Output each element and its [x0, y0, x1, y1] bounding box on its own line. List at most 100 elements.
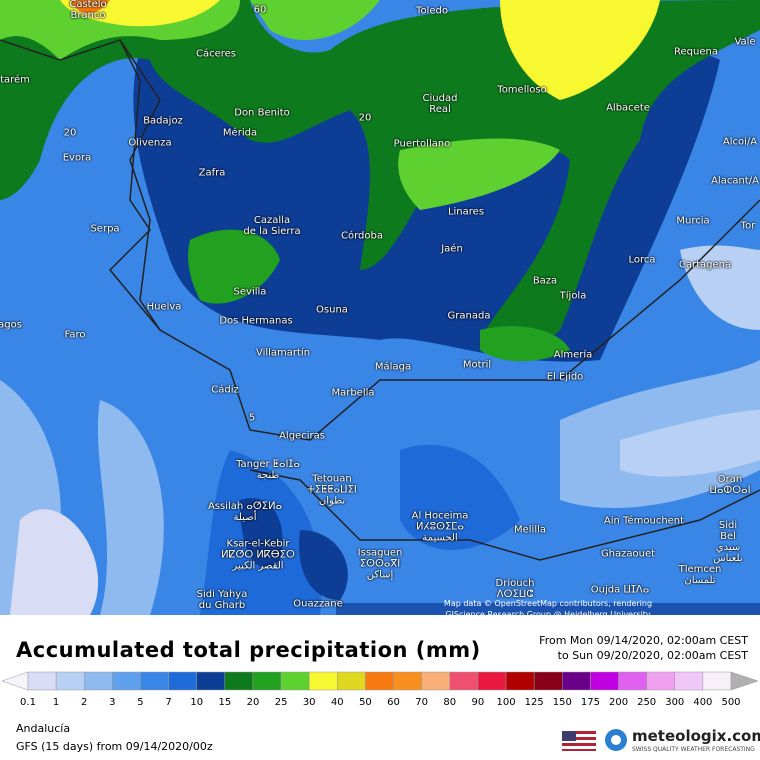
color-swatch: [168, 671, 197, 691]
place-label: Toledo: [416, 5, 448, 17]
scale-tick-label: 70: [415, 697, 429, 708]
logo-icon: [605, 729, 627, 751]
map-credit: Map data © OpenStreetMap contributors, r…: [443, 599, 653, 619]
place-label: Tomelloso: [497, 84, 547, 96]
place-label: Ksar-el-Kebir ⵍⵇⵚⵔ ⵍⴽⴱⵉⵔ القصر الكبير: [221, 538, 295, 572]
place-label: Cazalla de la Sierra: [243, 215, 301, 237]
place-label: Zafra: [198, 167, 226, 179]
place-label: Al Hoceima ⵍⵃⵓⵙⵉⵎⴰ الحسيمة: [411, 510, 469, 544]
place-label: Vale: [734, 36, 756, 48]
scale-tick-label: 15: [218, 697, 232, 708]
place-label: Ain Témouchent: [603, 515, 685, 527]
place-label: Driouch ⴷⵔⵉⵡⵛ: [495, 578, 535, 600]
tagline: SWISS QUALITY WEATHER FORECASTING: [632, 746, 755, 753]
place-label: Jaén: [441, 243, 463, 255]
place-label: Huelva: [146, 301, 182, 313]
legend-title: Accumulated total precipitation (mm): [16, 638, 481, 662]
color-swatch: [393, 671, 422, 691]
place-label: Tíjola: [559, 290, 587, 302]
place-label: Faro: [64, 329, 86, 341]
place-label: tarém: [0, 74, 30, 86]
color-swatch: [618, 671, 647, 691]
place-label: Oran ⵡⴰⵀⵔⴰⵏ: [709, 474, 751, 496]
place-label: Cartagena: [678, 259, 732, 271]
color-swatch: [477, 671, 507, 691]
place-label: Lorca: [628, 254, 656, 266]
color-swatch: [140, 671, 169, 691]
color-swatch: [646, 671, 676, 691]
brand: meteologix.com: [632, 727, 760, 745]
place-label: 60: [253, 4, 267, 16]
place-label: Villamartín: [255, 347, 311, 359]
color-swatch: [702, 671, 732, 691]
place-label: Assilah ⴰⵚⵉⵍⴰ أصيلة: [207, 501, 283, 523]
place-label: Almería: [553, 349, 593, 361]
scale-tick-label: 300: [665, 697, 685, 708]
scale-tick-label: 20: [246, 697, 260, 708]
color-swatch: [1, 671, 29, 691]
color-swatch: [252, 671, 282, 691]
place-label: Oujda ⵡⵊⴷⴰ: [590, 584, 650, 596]
place-label: Osuna: [316, 304, 348, 316]
place-label: Tlemcen تلمسان: [678, 564, 722, 586]
color-swatch: [337, 671, 366, 691]
color-swatch: [449, 671, 479, 691]
scale-tick-label: 80: [443, 697, 457, 708]
color-swatch: [196, 671, 226, 691]
place-label: Murcia: [676, 215, 710, 227]
scale-tick-label: 150: [552, 697, 572, 708]
place-label: Motril: [462, 359, 492, 371]
scale-tick-label: 2: [81, 697, 88, 708]
place-label: Alacant/A: [711, 175, 759, 187]
scale-tick-label: 5: [137, 697, 144, 708]
color-swatch: [55, 671, 85, 691]
scale-tick-label: 125: [524, 697, 544, 708]
scale-tick-label: 30: [302, 697, 316, 708]
scale-tick-label: 175: [580, 697, 600, 708]
model-run: GFS (15 days) from 09/14/2020/00z: [16, 740, 213, 753]
place-label: Ghazaouet: [600, 548, 656, 560]
color-scale: [1, 671, 759, 691]
place-label: 5: [248, 412, 256, 424]
place-label: Badajoz: [143, 115, 183, 127]
place-label: Issaguen ⵉⵙⵙⴰⴳⵏ إساكن: [357, 547, 403, 581]
period-from: From Mon 09/14/2020, 02:00am CEST: [539, 634, 748, 647]
place-label: 20: [358, 112, 372, 124]
scale-tick-label: 200: [608, 697, 629, 708]
scale-tick-label: 3: [109, 697, 116, 708]
place-label: Málaga: [374, 361, 412, 373]
place-label: Ciudad Real: [422, 93, 458, 115]
place-label: Sidi Bel سيدي بلعباس: [713, 520, 743, 564]
place-label: Cáceres: [195, 48, 237, 60]
scale-tick-label: 1: [52, 697, 60, 708]
color-swatch: [308, 671, 338, 691]
period-to: to Sun 09/20/2020, 02:00am CEST: [557, 649, 748, 662]
place-label: Tanger ⵟⴰⵏⵊⴰ طنجة: [236, 459, 300, 481]
place-label: El Ejido: [546, 371, 584, 383]
place-label: Ouazzane: [293, 598, 343, 610]
place-label: Sidi Yahya du Gharb: [196, 589, 248, 611]
scale-tick-label: 0.1: [20, 697, 36, 708]
place-label: Requena: [674, 46, 718, 58]
place-label: Serpa: [90, 223, 120, 235]
color-swatch: [505, 671, 535, 691]
color-swatch: [421, 671, 451, 691]
scale-tick-label: 400: [693, 697, 713, 708]
scale-tick-label: 50: [359, 697, 372, 708]
scale-tick-label: 25: [274, 697, 288, 708]
place-label: Algeciras: [279, 430, 325, 442]
color-swatch: [674, 671, 704, 691]
scale-tick-label: 250: [637, 697, 657, 708]
place-label: agos: [0, 319, 22, 331]
place-label: Puertollano: [393, 138, 451, 150]
color-swatch: [280, 671, 310, 691]
region: Andalucía: [16, 722, 71, 735]
color-swatch: [112, 671, 141, 691]
scale-tick-label: 60: [387, 697, 400, 708]
place-label: Alcoi/A: [722, 136, 758, 148]
place-label: Tetouan ⵜⵉⵟⵟⴰⵡⵉⵏ تطوان: [307, 473, 357, 507]
place-label: Don Benito: [234, 107, 290, 119]
place-label: Sevilla: [233, 286, 267, 298]
scale-tick-label: 100: [496, 697, 516, 708]
